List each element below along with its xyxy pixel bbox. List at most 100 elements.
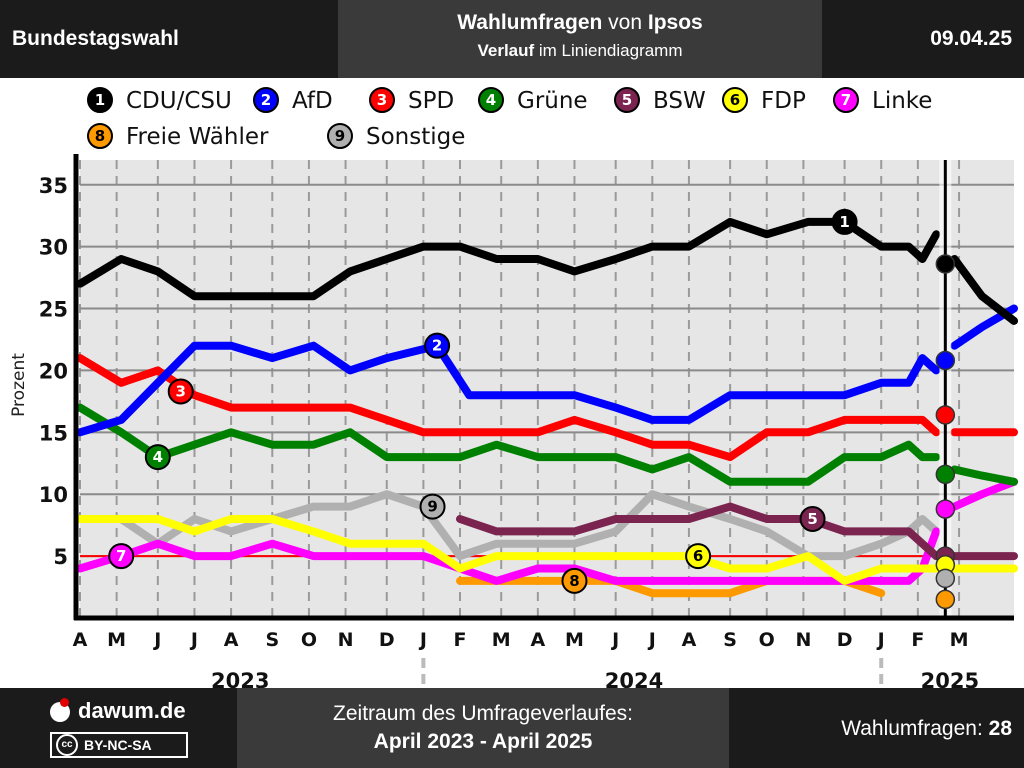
legend-badge-5-circle xyxy=(614,87,640,113)
series-badge-6-number: 6 xyxy=(693,547,703,565)
header-bar: Bundestagswahl Wahlumfragen von Ipsos Ve… xyxy=(0,0,1024,78)
month-tick-label: A xyxy=(530,629,545,651)
period-block: Zeitraum des Umfrageverlaufes: April 202… xyxy=(237,688,729,768)
y-tick-label: 5 xyxy=(53,545,68,569)
legend-badge-2: 2 xyxy=(253,87,279,113)
title-part-2: Ipsos xyxy=(647,11,703,34)
series-badge-3-circle xyxy=(167,378,194,405)
license-text: BY-NC-SA xyxy=(84,737,152,753)
legend-label-9: Sonstige xyxy=(366,124,465,150)
legend-badge-3-number: 3 xyxy=(377,91,387,109)
legend-item-5: 5 BSW xyxy=(614,87,706,114)
subtitle-part-2: im Liniendiagramm xyxy=(534,41,683,60)
y-tick-label: 20 xyxy=(39,359,68,383)
footer-bar: dawum.de cc BY-NC-SA Zeitraum des Umfrage… xyxy=(0,688,1024,768)
series-badge-5: 5 xyxy=(799,505,826,532)
series-line-5 xyxy=(456,502,941,561)
election-result-dot-9 xyxy=(935,568,956,589)
y-tick-label: 25 xyxy=(39,298,68,322)
series-badge-6: 6 xyxy=(685,543,712,570)
legend-item-9: 9 Sonstige xyxy=(327,123,465,150)
y-axis-title: Prozent xyxy=(9,353,29,417)
legend-item-8: 8 Freie Wähler xyxy=(87,123,269,150)
series-line-2 xyxy=(76,341,941,437)
legend: 1 CDU/CSU 2 AfD 3 SPD 4 Grüne 5 BSW 6 FDP 7 Linke 8 Fre… xyxy=(87,87,932,150)
legend-badge-3: 3 xyxy=(369,87,395,113)
series-badge-8: 8 xyxy=(561,567,588,594)
legend-label-6: FDP xyxy=(761,88,806,114)
series-line-6 xyxy=(76,515,941,585)
month-tick-label: D xyxy=(837,629,853,651)
license-badge[interactable]: cc BY-NC-SA xyxy=(50,732,188,758)
poll-count-value: 28 xyxy=(988,717,1012,740)
legend-label-8: Freie Wähler xyxy=(126,124,269,150)
legend-badge-6: 6 xyxy=(722,87,748,113)
legend-badge-1-number: 1 xyxy=(95,91,105,109)
election-result-dot-3 xyxy=(935,405,956,425)
series-line-4 xyxy=(76,403,941,486)
legend-badge-8: 8 xyxy=(87,123,113,149)
legend-label-3: SPD xyxy=(408,88,454,114)
legend-item-1: 1 CDU/CSU xyxy=(87,87,232,114)
month-tick-label: M xyxy=(107,629,126,651)
legend-item-4: 4 Grüne xyxy=(478,87,588,114)
y-tick-label: 15 xyxy=(39,421,68,445)
legend-badge-6-number: 6 xyxy=(730,91,740,109)
chart-title: Wahlumfragen von Ipsos xyxy=(338,11,822,35)
legend-badge-5: 5 xyxy=(614,87,640,113)
election-result-dot-1 xyxy=(935,254,956,274)
month-tick-label: J xyxy=(418,629,427,651)
legend-label-5: BSW xyxy=(653,88,706,114)
legend-badge-7-circle xyxy=(833,87,859,113)
legend-label-7: Linke xyxy=(872,88,932,114)
series-badge-1-number: 1 xyxy=(839,213,849,231)
series-line-after-election-1 xyxy=(950,255,1018,325)
series-badge-1-circle xyxy=(831,208,858,235)
month-tick-label: J xyxy=(189,629,198,651)
series-badge-5-circle xyxy=(799,505,826,532)
series-badge-4-circle xyxy=(144,444,171,471)
brand-link[interactable]: dawum.de xyxy=(78,698,186,723)
election-result-dot-7 xyxy=(935,499,956,519)
legend-badge-5-number: 5 xyxy=(622,91,632,109)
year-label: 2023 xyxy=(211,669,269,688)
legend-badge-2-circle xyxy=(253,87,279,113)
legend-badge-4-number: 4 xyxy=(486,91,496,109)
legend-badge-9-circle xyxy=(327,123,353,149)
month-tick-label: J xyxy=(876,629,885,651)
y-tick-label: 30 xyxy=(39,236,68,260)
election-result-dot-4 xyxy=(935,464,956,485)
series-line-3 xyxy=(76,354,941,462)
title-connector: von xyxy=(602,11,648,34)
month-tick-label: M xyxy=(950,629,969,651)
legend-item-3: 3 SPD xyxy=(369,87,454,114)
legend-item-2: 2 AfD xyxy=(253,87,333,114)
month-tick-label: J xyxy=(152,629,161,651)
poll-count-label: Wahlumfragen: xyxy=(841,717,989,740)
legend-badge-1-circle xyxy=(87,87,113,113)
series-badge-2: 2 xyxy=(424,332,451,359)
legend-badge-7: 7 xyxy=(833,87,859,113)
legend-badge-4: 4 xyxy=(478,87,504,113)
legend-label-4: Grüne xyxy=(517,88,588,114)
cc-icon: cc xyxy=(56,734,78,756)
election-type: Bundestagswahl xyxy=(12,27,179,50)
series-line-after-election-4 xyxy=(950,465,1018,486)
legend-badge-9: 9 xyxy=(327,123,353,149)
series-badge-9-number: 9 xyxy=(427,498,437,516)
series-badge-2-circle xyxy=(424,332,451,359)
dawum-logo-icon xyxy=(50,698,70,722)
legend-badge-8-number: 8 xyxy=(95,127,105,145)
footer-brand: dawum.de cc BY-NC-SA xyxy=(50,698,188,758)
series-badge-4: 4 xyxy=(144,444,171,471)
series-badge-8-circle xyxy=(561,567,588,594)
y-tick-label: 10 xyxy=(39,483,68,507)
series-badge-4-number: 4 xyxy=(153,448,163,466)
month-tick-label: A xyxy=(682,629,697,651)
month-tick-label: F xyxy=(911,629,924,651)
month-tick-label: A xyxy=(224,629,239,651)
month-tick-label: A xyxy=(73,629,88,651)
period-label: Zeitraum des Umfrageverlaufes: xyxy=(333,702,633,725)
legend-item-7: 7 Linke xyxy=(833,87,932,114)
plot-area: A M J J A S O N D J F M A M J J A S O N D J F M5101520253035202… xyxy=(39,154,1018,688)
